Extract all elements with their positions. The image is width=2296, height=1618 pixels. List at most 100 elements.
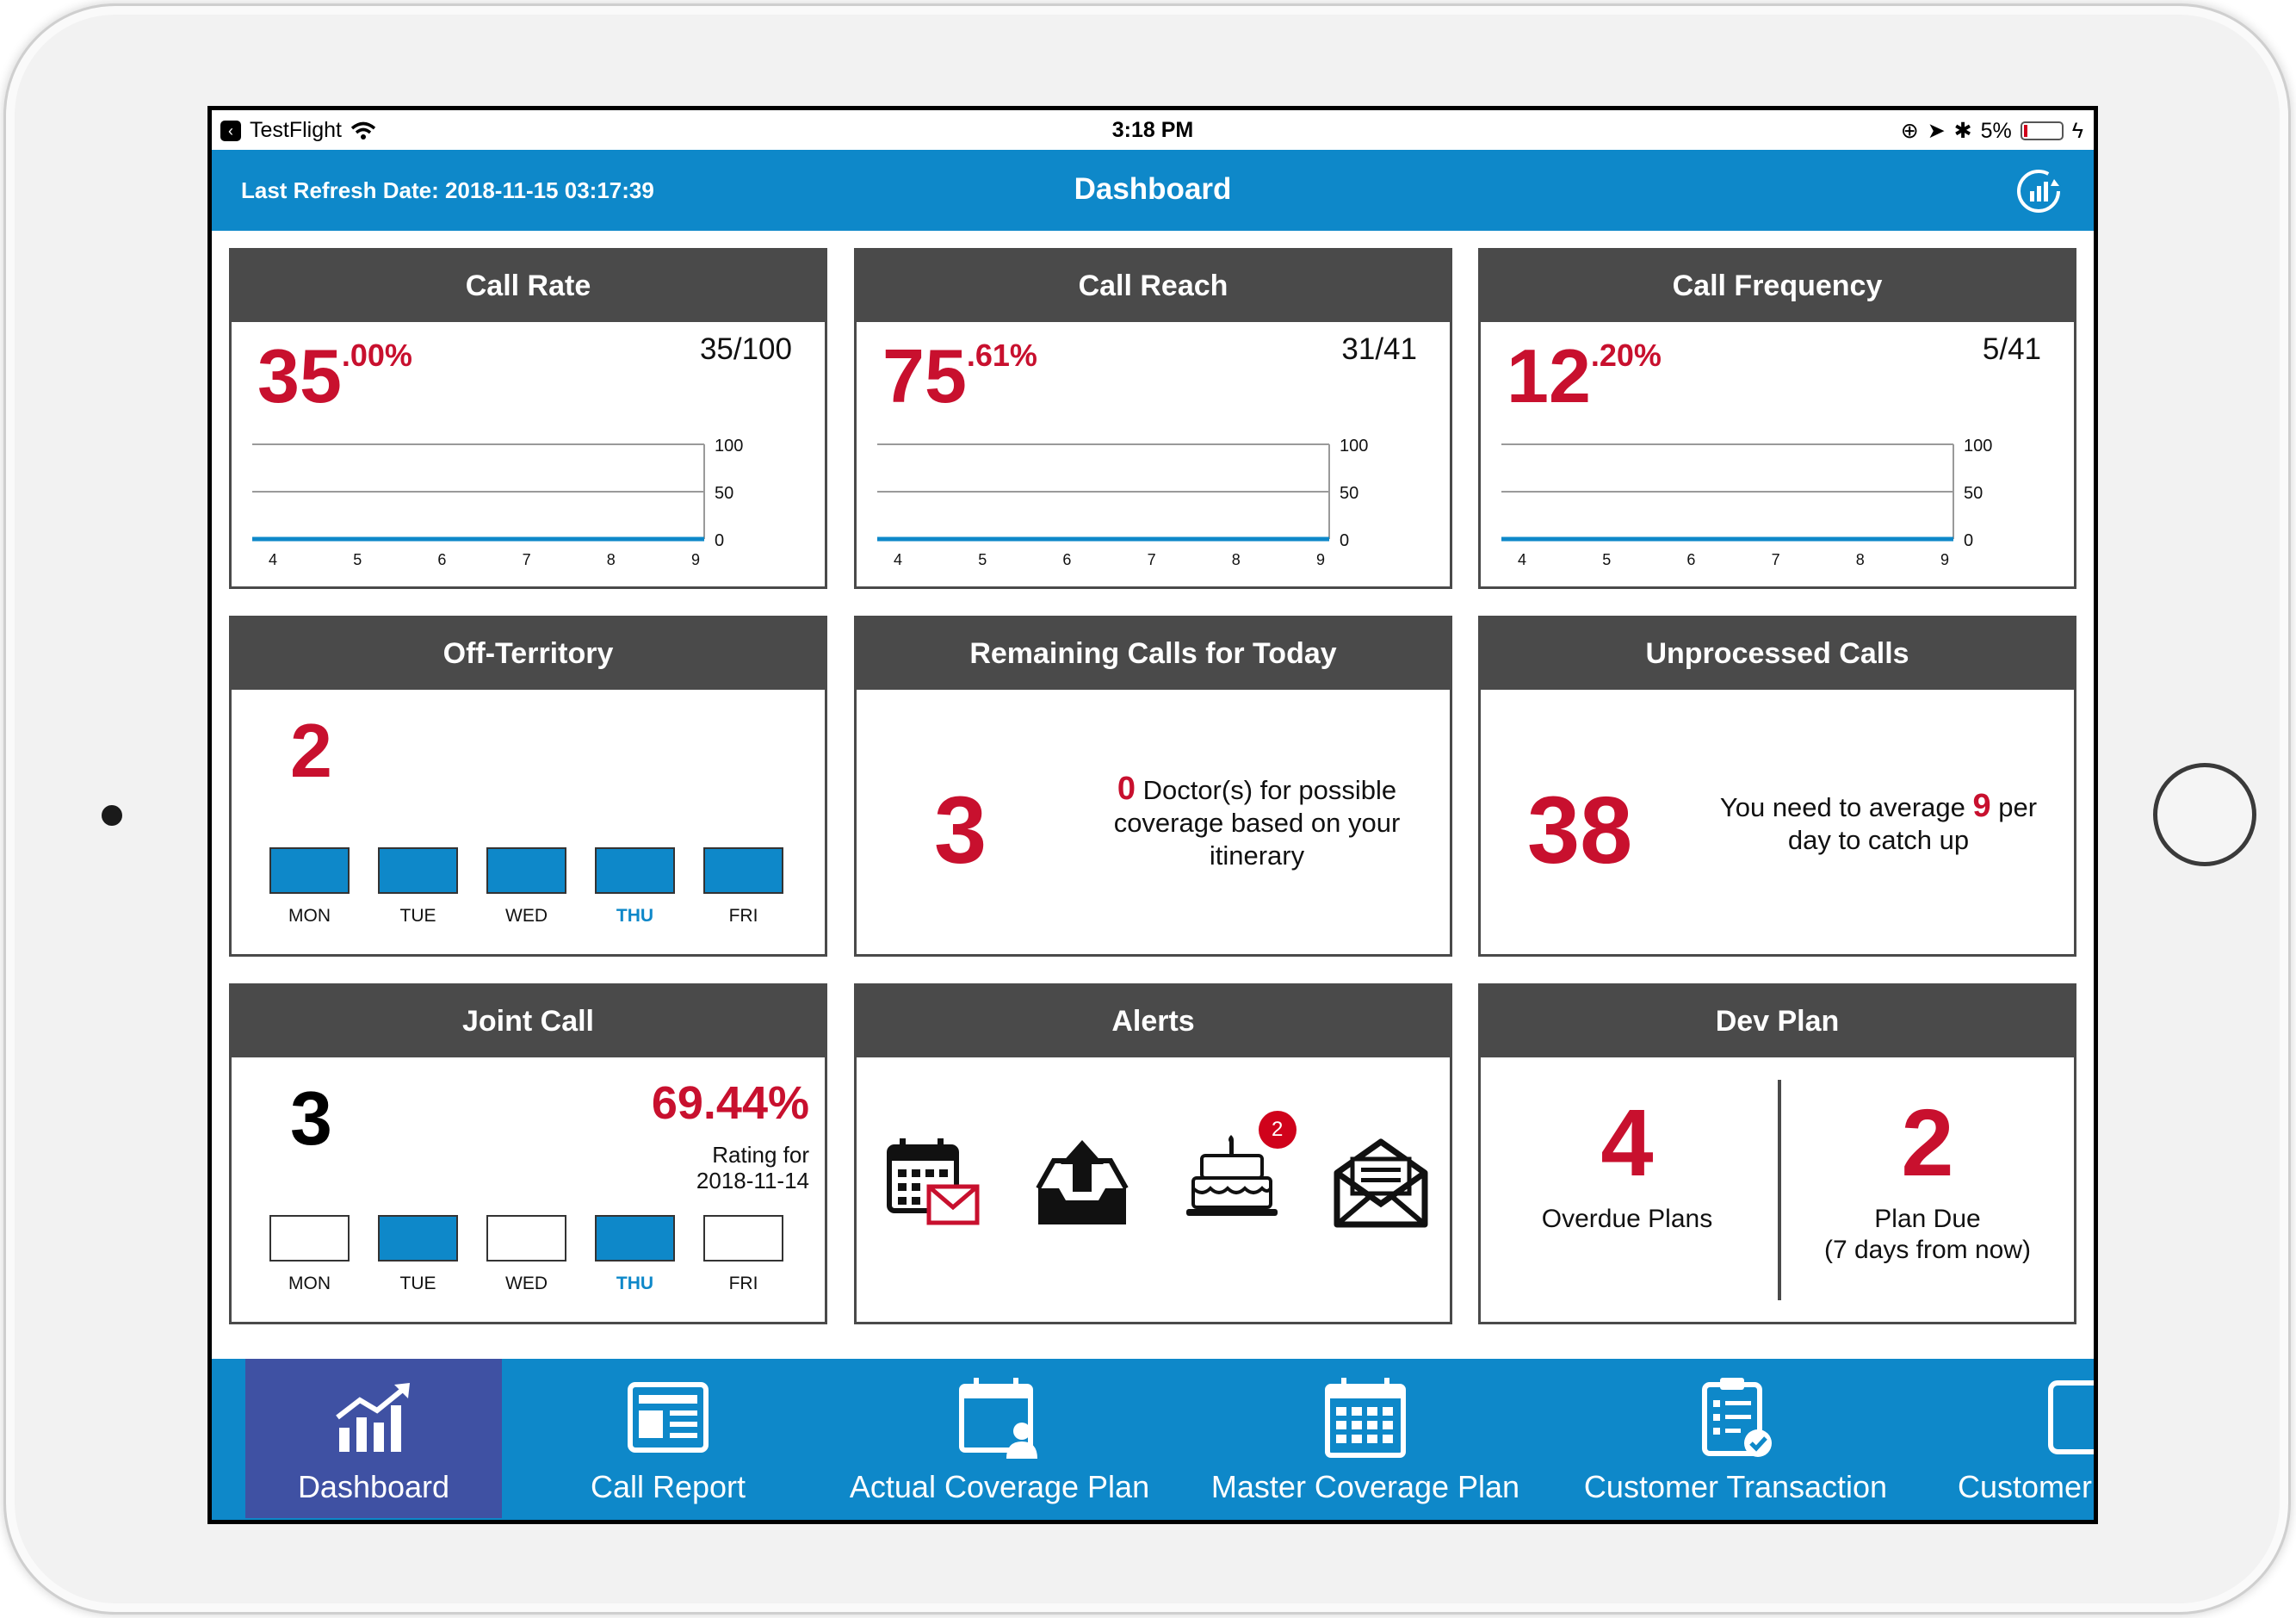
x-tick-label: 9: [1316, 551, 1325, 568]
x-tick-label: 4: [1518, 551, 1526, 568]
day-label: FRI: [728, 1274, 758, 1293]
y-tick-label: 100: [1964, 437, 1992, 456]
data-point: [610, 537, 613, 541]
data-point: [525, 537, 529, 541]
x-tick-label: 5: [978, 551, 987, 568]
data-point: [1150, 537, 1154, 541]
data-point: [1520, 537, 1524, 541]
joint-call-days: MON TUE WED THU FRI: [269, 1215, 783, 1294]
tab-actual-coverage-plan[interactable]: Actual Coverage Plan: [836, 1359, 1163, 1518]
plan-due-label: Plan Due (7 days from now): [1823, 1205, 2032, 1264]
page-title: Dashboard: [1074, 172, 1232, 206]
day-wed: WED: [486, 1215, 566, 1294]
day-indicator: [378, 1215, 458, 1262]
possible-doctors-count: 0: [1117, 771, 1136, 807]
charging-icon: ϟ: [2071, 118, 2083, 143]
day-label: TUE: [399, 1274, 436, 1293]
day-label: FRI: [728, 906, 758, 926]
customer-icon: [2048, 1380, 2094, 1454]
calendar-mail-icon[interactable]: [886, 1135, 981, 1230]
clipboard-check-icon: [1702, 1378, 1772, 1457]
remaining-calls-card[interactable]: Remaining Calls for Today 3 0 Doctor(s) …: [854, 616, 1452, 957]
card-title: Unprocessed Calls: [1481, 618, 2074, 690]
alerts-card[interactable]: Alerts: [854, 983, 1452, 1324]
unprocessed-calls-value: 38: [1527, 778, 1633, 883]
battery-icon: [2020, 121, 2064, 140]
day-indicator: [486, 847, 566, 894]
birthday-badge: 2: [1258, 1111, 1297, 1149]
outbox-upload-icon[interactable]: [1035, 1135, 1129, 1230]
unprocessed-calls-card[interactable]: Unprocessed Calls 38 You need to average…: [1478, 616, 2076, 957]
call-frequency-card[interactable]: Call Frequency 12.20% 5/41 0 50 100 4 5 6 7 8 9: [1478, 248, 2076, 589]
overdue-plans-label: Overdue Plans: [1541, 1205, 1713, 1233]
day-indicator: [486, 1215, 566, 1262]
data-point: [896, 537, 900, 541]
off-territory-days: MON TUE WED THU FRI: [269, 847, 783, 927]
back-chevron-icon[interactable]: ‹: [220, 120, 241, 141]
call-reach-card[interactable]: Call Reach 75.61% 31/41 0 50 100 4 5 6 7 8 9: [854, 248, 1452, 589]
data-point: [1774, 537, 1778, 541]
x-tick-label: 8: [607, 551, 616, 568]
data-point: [1235, 537, 1238, 541]
bottom-tab-bar: Dashboard Call Report: [212, 1359, 2094, 1520]
remaining-calls-text: 0 Doctor(s) for possible coverage based …: [1113, 771, 1401, 871]
call-frequency-value: 12.20%: [1507, 333, 1662, 418]
tab-dashboard[interactable]: Dashboard: [245, 1359, 502, 1518]
joint-call-card[interactable]: Joint Call 3 69.44% Rating for 2018-11-1…: [229, 983, 827, 1324]
day-mon: MON: [269, 1215, 350, 1294]
x-tick-label: 7: [523, 551, 531, 568]
x-tick-label: 8: [1856, 551, 1865, 568]
calendar-grid-icon: [1325, 1378, 1406, 1458]
y-tick-label: 100: [1340, 437, 1368, 456]
call-frequency-fraction: 5/41: [1982, 332, 2041, 366]
chart-icon: [336, 1383, 410, 1452]
card-title: Dev Plan: [1481, 986, 2074, 1057]
card-title: Off-Territory: [232, 618, 825, 690]
day-indicator: [269, 1215, 350, 1262]
day-fri: FRI: [703, 847, 783, 927]
tab-master-coverage-plan[interactable]: Master Coverage Plan: [1202, 1359, 1529, 1518]
tab-call-report[interactable]: Call Report: [539, 1359, 797, 1518]
call-reach-value: 75.61%: [882, 333, 1037, 418]
birthday-alert[interactable]: 2: [1185, 1111, 1297, 1230]
overdue-plans[interactable]: 4 Overdue Plans: [1481, 1057, 1773, 1235]
card-title: Remaining Calls for Today: [857, 618, 1450, 690]
card-title: Call Frequency: [1481, 251, 2074, 322]
plan-due[interactable]: 2 Plan Due (7 days from now): [1781, 1057, 2074, 1266]
data-point: [440, 537, 443, 541]
status-bar: ‹ TestFlight 3:18 PM ⊕ ➤ ✱ 5% ϟ: [212, 110, 2094, 150]
data-point: [1065, 537, 1068, 541]
y-tick-label: 0: [1340, 531, 1349, 550]
day-label: WED: [505, 906, 548, 926]
status-time: 3:18 PM: [1111, 118, 1194, 142]
wifi-icon: [350, 121, 376, 139]
call-rate-value: 35.00%: [257, 333, 412, 418]
off-territory-card[interactable]: Off-Territory 2 MON TUE WED THU FRI: [229, 616, 827, 957]
data-point: [1689, 537, 1693, 541]
y-tick-label: 0: [715, 531, 724, 550]
call-rate-card[interactable]: Call Rate 35.00% 35/100 0 50 100 4 5 6 7 8 9: [229, 248, 827, 589]
joint-call-rating-label: Rating for 2018-11-14: [696, 1142, 809, 1193]
day-indicator: [595, 1215, 675, 1262]
open-mail-icon[interactable]: [1334, 1135, 1428, 1230]
data-point: [356, 537, 359, 541]
home-button[interactable]: [2153, 763, 2256, 866]
x-tick-label: 4: [269, 551, 277, 568]
day-indicator: [595, 847, 675, 894]
y-tick-label: 0: [1964, 531, 1973, 550]
x-tick-label: 6: [1062, 551, 1071, 568]
y-tick-label: 100: [715, 437, 743, 456]
back-app-label[interactable]: TestFlight: [250, 118, 342, 142]
x-tick-label: 6: [437, 551, 446, 568]
tab-customer[interactable]: Customer: [1942, 1359, 2094, 1518]
tab-customer-transaction[interactable]: Customer Transaction: [1572, 1359, 1899, 1518]
call-rate-fraction: 35/100: [699, 332, 792, 366]
refresh-chart-icon[interactable]: [2014, 167, 2063, 215]
day-indicator: [378, 847, 458, 894]
x-tick-label: 7: [1772, 551, 1780, 568]
average-per-day: 9: [1972, 788, 1991, 824]
dev-plan-card[interactable]: Dev Plan 4 Overdue Plans 2 Plan Due (7 d…: [1478, 983, 2076, 1324]
card-title: Call Rate: [232, 251, 825, 322]
last-refresh-date: Last Refresh Date: 2018-11-15 03:17:39: [241, 177, 654, 203]
camera-icon: [102, 805, 122, 826]
